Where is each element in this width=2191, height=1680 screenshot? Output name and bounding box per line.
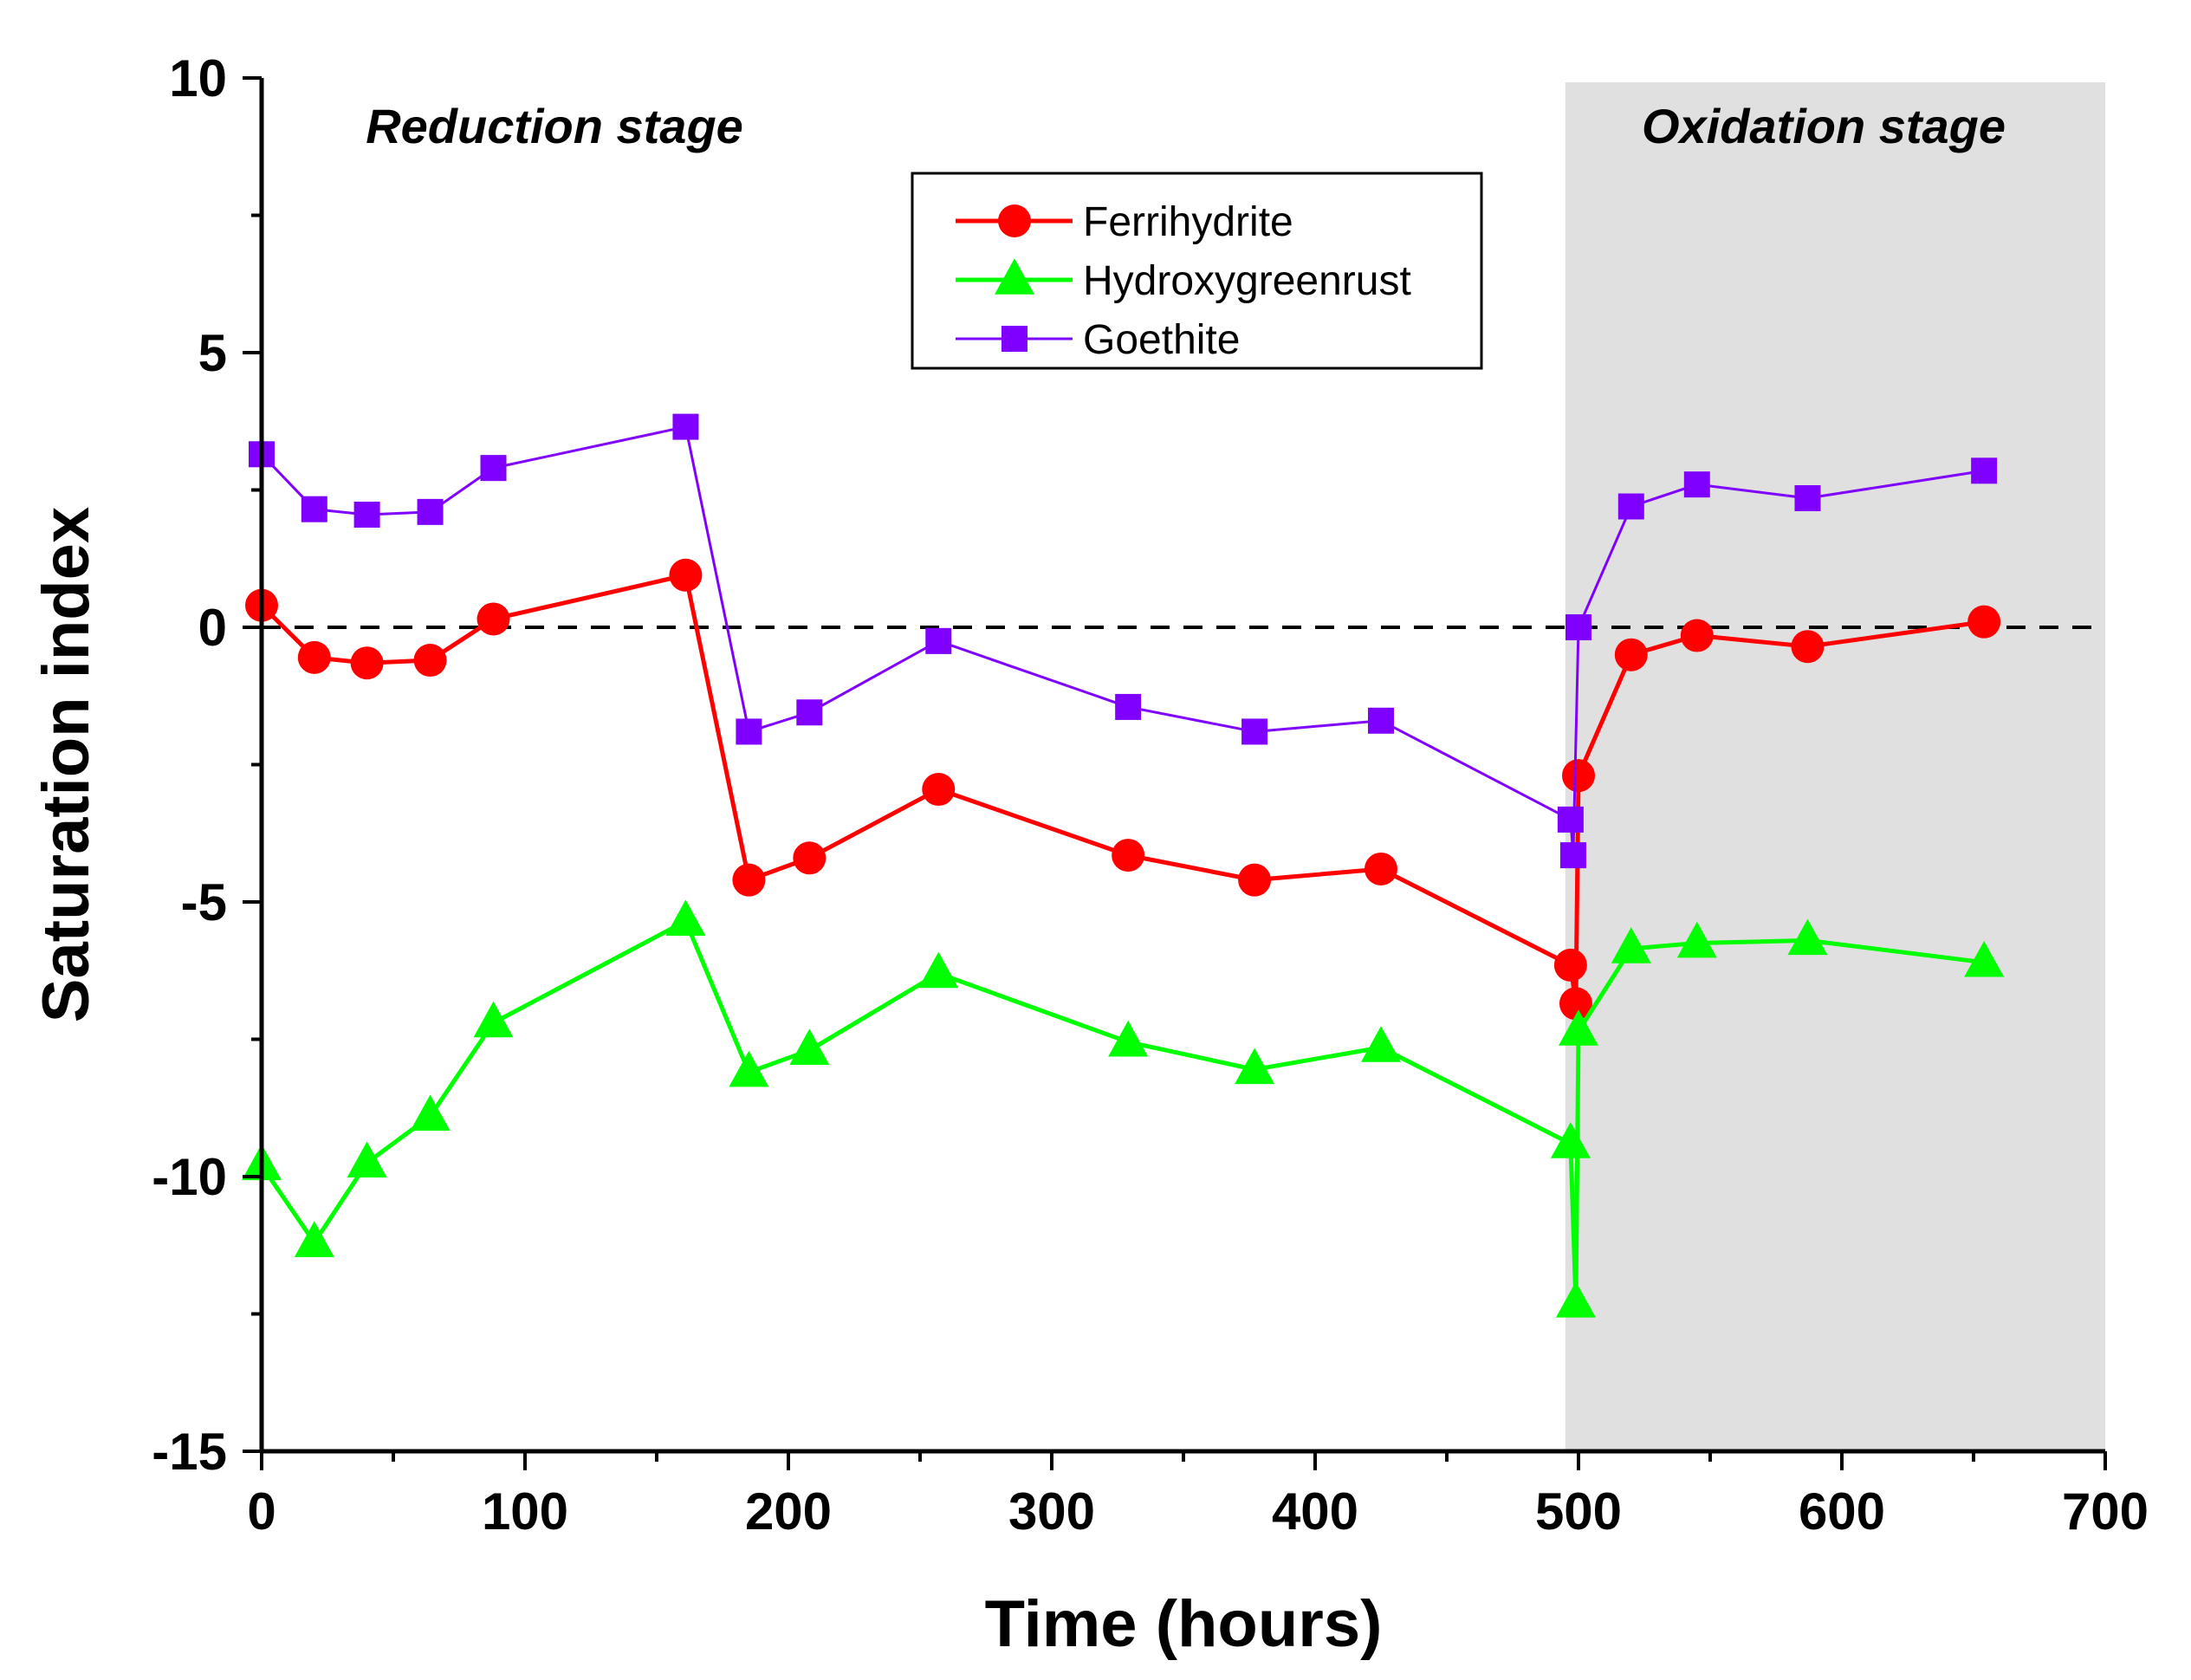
legend-marker: [995, 258, 1034, 295]
hydroxygreenrust-point: [665, 899, 706, 936]
ferrihydrite-point: [1365, 852, 1397, 885]
ferrihydrite-point: [669, 558, 703, 592]
hydroxygreenrust-point: [1964, 940, 2005, 977]
legend-marker: [998, 204, 1031, 237]
x-tick-label: 200: [745, 1482, 832, 1541]
hydroxygreenrust-point: [347, 1141, 387, 1177]
y-tick-label: -10: [152, 1148, 227, 1206]
goethite-point: [672, 413, 699, 440]
x-tick-label: 600: [1799, 1482, 1885, 1541]
ferrihydrite-point: [1112, 839, 1145, 872]
goethite-point: [1683, 471, 1710, 498]
ferrihydrite-point: [1553, 948, 1587, 982]
goethite-point: [1617, 493, 1644, 520]
goethite-point: [417, 498, 444, 525]
hydroxygreenrust-point: [1611, 927, 1651, 963]
y-tick-label: -5: [181, 873, 227, 931]
y-axis-title: Saturation index: [29, 507, 103, 1022]
x-tick-label: 0: [247, 1482, 275, 1541]
series-goethite: [249, 413, 1998, 869]
legend-marker: [1002, 326, 1027, 352]
goethite-point: [796, 699, 823, 726]
y-tick-label: 5: [198, 324, 227, 382]
hydroxygreenrust-point: [1787, 918, 1828, 956]
series-ferrihydrite: [245, 558, 2001, 1021]
goethite-point: [1241, 718, 1268, 745]
ferrihydrite-point: [350, 646, 384, 680]
goethite-point: [925, 627, 952, 654]
hydroxygreenrust-point: [294, 1221, 334, 1257]
y-tick-label: -15: [152, 1423, 227, 1481]
hydroxygreenrust-point: [473, 1001, 514, 1038]
goethite-point: [1565, 614, 1591, 640]
oxidation-stage-region: [1565, 82, 2105, 1451]
hydroxygreenrust-point: [918, 951, 959, 989]
ferrihydrite-point: [732, 863, 766, 897]
oxidation-stage-label: Oxidation stage: [1642, 99, 2006, 153]
x-tick-label: 100: [482, 1482, 568, 1541]
hydroxygreenrust-point: [1559, 1009, 1598, 1046]
y-tick-label: 0: [198, 599, 227, 657]
goethite-point: [736, 718, 762, 745]
x-tick-label: 700: [2062, 1482, 2149, 1541]
ferrihydrite-point: [1238, 863, 1272, 897]
legend: Ferrihydrite Hydroxygreenrust Goethite: [911, 172, 1483, 370]
hydroxygreenrust-point: [410, 1094, 451, 1132]
ferrihydrite-point: [297, 640, 331, 674]
ferrihydrite-point: [1562, 759, 1595, 793]
legend-item-ferrihydrite: Ferrihydrite: [956, 199, 1293, 245]
ferrihydrite-point: [476, 602, 510, 636]
x-tick-label: 500: [1535, 1482, 1622, 1541]
legend-item-hydroxygreenrust: Hydroxygreenrust: [956, 258, 1411, 304]
goethite-point: [1557, 806, 1584, 833]
legend-label: Goethite: [1083, 317, 1240, 363]
ferrihydrite-point: [413, 644, 447, 678]
goethite-point: [1971, 457, 1998, 484]
hydroxygreenrust-point: [729, 1050, 769, 1087]
goethite-point: [1794, 485, 1821, 512]
ferrihydrite-point: [922, 773, 956, 807]
goethite-point: [1368, 707, 1394, 734]
hydroxygreenrust-point: [1550, 1122, 1591, 1158]
hydroxygreenrust-point: [1676, 921, 1717, 958]
goethite-point: [1115, 693, 1142, 720]
hydroxygreenrust-point: [1361, 1026, 1401, 1062]
hydroxygreenrust-point: [1555, 1281, 1596, 1318]
ferrihydrite-point: [1967, 605, 2001, 639]
ferrihydrite-point: [1559, 987, 1592, 1021]
ferrihydrite-point: [793, 841, 826, 875]
legend-item-goethite: Goethite: [956, 317, 1240, 363]
ferrihydrite-point: [1680, 619, 1714, 652]
goethite-point: [480, 455, 507, 482]
series-hydroxygreenrust: [242, 899, 2005, 1318]
x-axis-title: Time (hours): [985, 1587, 1383, 1661]
hydroxygreenrust-point: [1108, 1020, 1149, 1057]
x-tick-label: 300: [1008, 1482, 1095, 1541]
ferrihydrite-point: [1614, 638, 1648, 671]
x-tick-label: 400: [1272, 1482, 1358, 1541]
reduction-stage-label: Reduction stage: [366, 99, 743, 153]
hydroxygreenrust-point: [1235, 1048, 1275, 1085]
goethite-point: [353, 502, 380, 529]
goethite-point: [1559, 842, 1586, 869]
goethite-point: [301, 496, 327, 522]
legend-label: Hydroxygreenrust: [1083, 258, 1411, 304]
ferrihydrite-point: [1791, 630, 1825, 664]
legend-label: Ferrihydrite: [1083, 199, 1293, 245]
y-tick-label: 10: [169, 49, 227, 107]
hydroxygreenrust-point: [789, 1028, 830, 1065]
